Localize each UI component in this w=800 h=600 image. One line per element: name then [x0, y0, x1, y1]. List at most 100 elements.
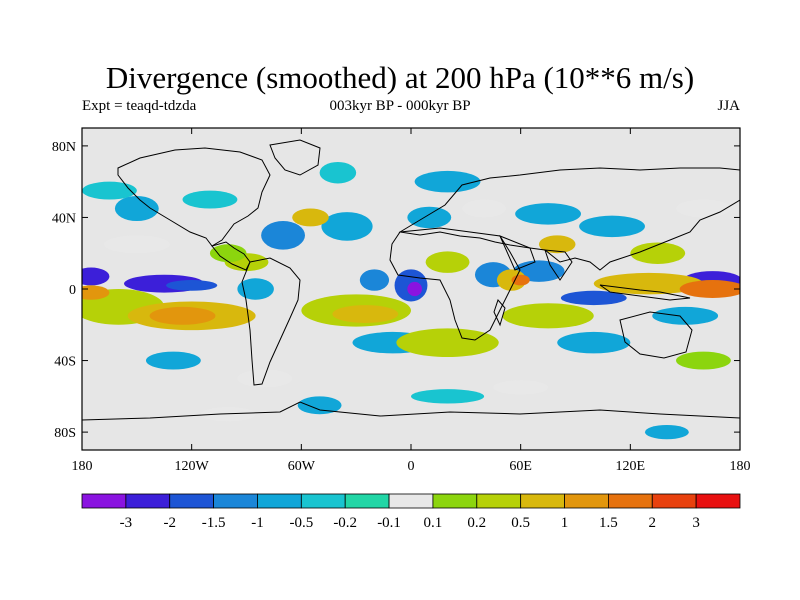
contour-region [292, 208, 329, 227]
contour-region [297, 396, 342, 415]
lat-tick-label: 80S [54, 426, 76, 441]
contour-region [676, 199, 731, 218]
contour-region [652, 306, 719, 325]
contour-region [511, 274, 530, 286]
colorbar-swatch [476, 493, 522, 509]
colorbar-swatch [125, 493, 171, 509]
colorbar-swatch [213, 493, 258, 509]
contour-region [319, 161, 357, 184]
lon-tick-label: 180 [72, 459, 93, 474]
contour-region [149, 306, 216, 325]
colorbar-swatch [344, 493, 390, 509]
season-label: JJA [717, 98, 740, 114]
coastline-layer [82, 139, 740, 421]
colorbar-label: -2 [163, 515, 176, 531]
contour-region [182, 190, 238, 209]
lon-tick-label: 120E [616, 459, 646, 474]
contour-region [237, 278, 274, 300]
colorbar-swatch [388, 493, 434, 509]
contour-region [166, 280, 218, 291]
contour-region [630, 242, 686, 264]
contour-region [593, 272, 704, 295]
colorbar-swatch [432, 493, 478, 509]
contour-region [425, 251, 470, 273]
colorbar-label: -1 [251, 515, 264, 531]
contour-region [396, 328, 499, 357]
colorbar-label: -0.2 [333, 515, 357, 531]
colorbar-swatch [300, 493, 346, 509]
contour-region [496, 269, 527, 291]
contour-region [411, 389, 485, 404]
lon-tick-label: 180 [730, 459, 751, 474]
colorbar-label: 0.1 [424, 515, 443, 531]
colorbar-label: -3 [120, 515, 133, 531]
colorbar-label: 1.5 [599, 515, 618, 531]
contour-region [557, 331, 631, 354]
colorbar-swatch [608, 493, 653, 509]
contour-region [538, 235, 576, 254]
contour-region [502, 303, 594, 329]
colorbar-label: 1 [561, 515, 569, 531]
contour-region [560, 290, 627, 306]
contour-region [82, 285, 110, 300]
colorbar-label: -0.1 [377, 515, 401, 531]
contour-region [114, 195, 159, 222]
contour-region [407, 281, 422, 297]
contour-region [414, 170, 481, 193]
lon-tick-label: 60W [288, 459, 316, 474]
contour-fill-layer [82, 161, 740, 440]
coastline-north-america [117, 147, 271, 247]
coastline-india [544, 249, 573, 281]
contour-region [237, 369, 293, 388]
contour-region [579, 215, 645, 238]
colorbar-label: 0.5 [511, 515, 530, 531]
colorbar-swatch [651, 493, 697, 509]
contour-region [103, 235, 170, 254]
contour-region [261, 221, 305, 250]
contour-region [332, 305, 399, 323]
contour-region [407, 206, 452, 229]
colorbar-swatch [81, 493, 127, 509]
period-label: 003kyr BP - 000kyr BP [329, 98, 471, 114]
contour-region [82, 267, 110, 286]
coastline-south-america [241, 257, 301, 386]
contour-region [145, 351, 201, 370]
contour-region [493, 380, 549, 395]
lat-tick-label: 80N [52, 140, 76, 155]
coastline-australia [619, 311, 693, 359]
colorbar-label: -1.5 [202, 515, 226, 531]
colorbar-swatch [564, 493, 609, 509]
contour-region [676, 351, 731, 370]
colorbar-label: 3 [692, 515, 700, 531]
lon-tick-label: 0 [408, 459, 415, 474]
contour-region [359, 269, 390, 291]
coastline-maritime-continent [599, 284, 691, 301]
coastline-antarctica [82, 401, 740, 421]
lat-tick-label: 40N [52, 211, 76, 226]
colorbar-swatch [169, 493, 215, 509]
colorbar-label: 2 [649, 515, 657, 531]
coastline-arabia [499, 235, 536, 271]
plot-title: Divergence (smoothed) at 200 hPa (10**6 … [105, 60, 695, 95]
colorbar-swatch [695, 493, 741, 509]
contour-region [321, 212, 373, 241]
contour-region [515, 203, 581, 225]
colorbar-label: 0.2 [467, 515, 486, 531]
map-axes: 80N 40N 0 40S 80S 180 120W 60W 0 60E 120E 180 [52, 128, 751, 474]
colorbar: -3 -2 -1.5 -1 -0.5 -0.2 -0.1 0.1 0.2 0.5 1 1.5 2 3 [81, 493, 741, 531]
contour-region [644, 424, 689, 440]
lon-tick-label: 60E [509, 459, 532, 474]
contour-region [679, 280, 740, 298]
coastline-europe [398, 167, 740, 271]
colorbar-swatch [257, 493, 302, 509]
lon-tick-label: 120W [175, 459, 210, 474]
colorbar-label: -0.5 [289, 515, 313, 531]
contour-region [462, 199, 507, 218]
experiment-label: Expt = teaqd-tdzda [82, 98, 197, 114]
contour-region [82, 181, 137, 200]
coastline-madagascar [493, 299, 506, 327]
lat-tick-label: 0 [69, 283, 76, 298]
colorbar-swatch [520, 493, 565, 509]
contour-region [209, 244, 247, 263]
